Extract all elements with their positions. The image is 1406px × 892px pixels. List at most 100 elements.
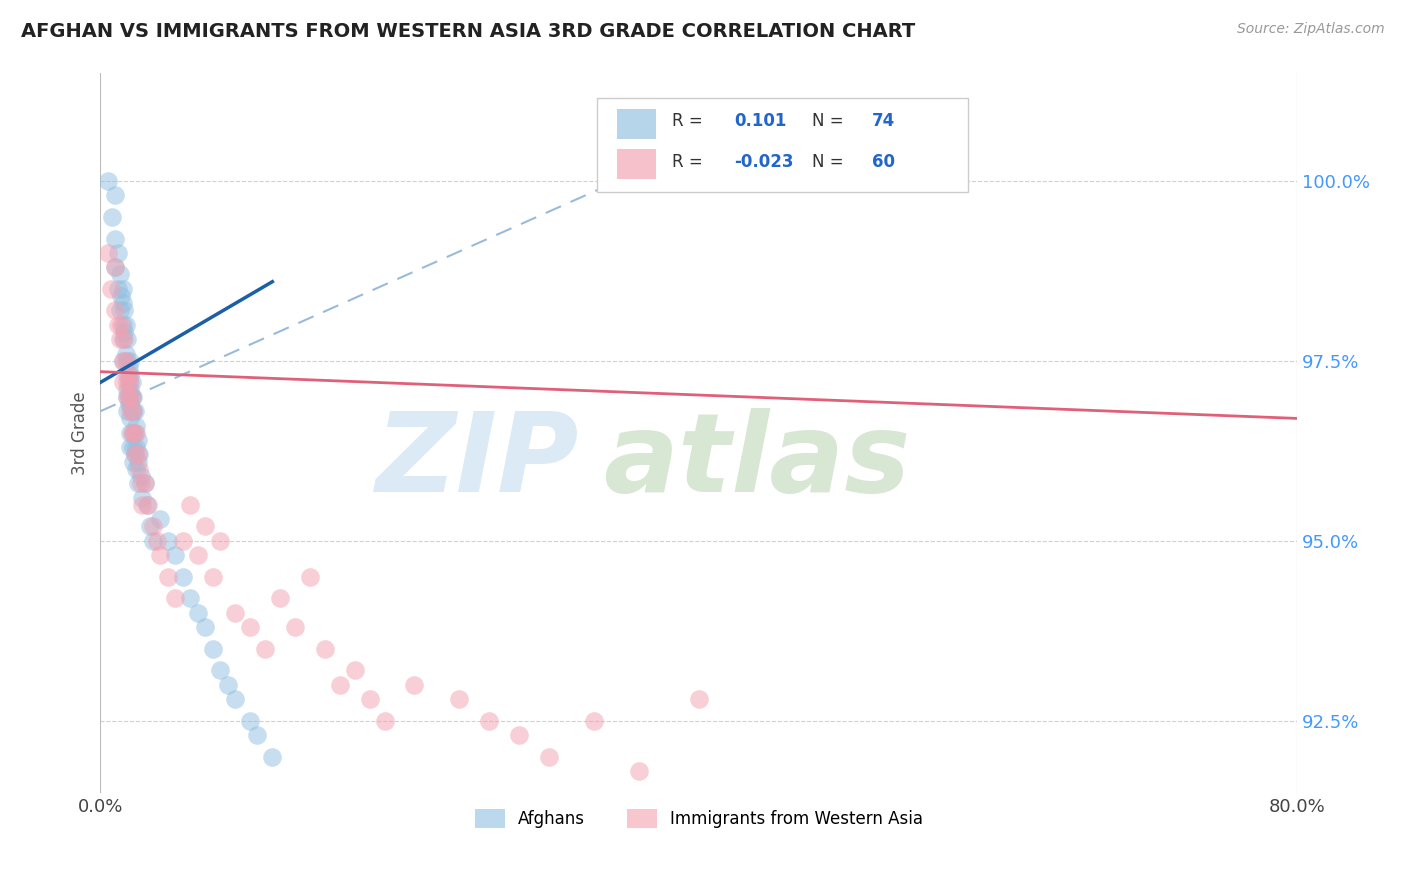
- FancyBboxPatch shape: [617, 109, 655, 139]
- Text: 74: 74: [872, 112, 896, 129]
- Point: [146, 533, 169, 548]
- Point: [118, 390, 141, 404]
- Point: [117, 376, 139, 390]
- Point: [124, 447, 146, 461]
- Point: [253, 641, 276, 656]
- Point: [104, 231, 127, 245]
- Point: [131, 498, 153, 512]
- Point: [127, 454, 149, 468]
- Text: 0.101: 0.101: [734, 112, 787, 129]
- Point: [120, 404, 142, 418]
- Point: [107, 318, 129, 332]
- FancyBboxPatch shape: [617, 149, 655, 179]
- Point: [104, 260, 127, 275]
- Point: [104, 303, 127, 318]
- Point: [111, 318, 134, 332]
- Text: 60: 60: [872, 153, 896, 171]
- Point: [118, 376, 141, 390]
- Point: [135, 498, 157, 512]
- Point: [359, 692, 381, 706]
- Point: [194, 519, 217, 533]
- Point: [117, 368, 139, 383]
- Text: R =: R =: [672, 153, 703, 171]
- Point: [100, 282, 122, 296]
- Point: [125, 418, 148, 433]
- Point: [104, 260, 127, 275]
- Point: [125, 425, 148, 440]
- Point: [120, 368, 142, 383]
- Point: [127, 447, 149, 461]
- Text: R =: R =: [672, 112, 703, 129]
- Text: ZIP: ZIP: [375, 409, 579, 515]
- Point: [156, 570, 179, 584]
- Point: [110, 289, 132, 303]
- Point: [120, 354, 142, 368]
- Point: [121, 425, 143, 440]
- Point: [114, 354, 136, 368]
- Point: [187, 606, 209, 620]
- Point: [284, 620, 307, 634]
- Point: [131, 491, 153, 505]
- Point: [201, 570, 224, 584]
- Point: [101, 210, 124, 224]
- Point: [120, 376, 142, 390]
- Point: [122, 454, 145, 468]
- Point: [120, 440, 142, 454]
- Point: [97, 174, 120, 188]
- Point: [136, 498, 159, 512]
- Point: [111, 296, 134, 310]
- Point: [134, 476, 156, 491]
- Point: [118, 368, 141, 383]
- Point: [538, 749, 561, 764]
- Point: [117, 332, 139, 346]
- Point: [122, 404, 145, 418]
- Point: [129, 469, 152, 483]
- Point: [142, 533, 165, 548]
- Point: [118, 361, 141, 376]
- Point: [298, 570, 321, 584]
- Point: [217, 678, 239, 692]
- Point: [107, 282, 129, 296]
- Point: [128, 447, 150, 461]
- Point: [374, 714, 396, 728]
- Point: [269, 591, 291, 606]
- Point: [329, 678, 352, 692]
- Point: [165, 591, 187, 606]
- Point: [120, 383, 142, 397]
- Point: [156, 533, 179, 548]
- Point: [138, 519, 160, 533]
- Point: [478, 714, 501, 728]
- Point: [127, 433, 149, 447]
- Text: -0.023: -0.023: [734, 153, 794, 171]
- Point: [117, 390, 139, 404]
- Point: [111, 332, 134, 346]
- Point: [121, 390, 143, 404]
- Point: [127, 476, 149, 491]
- Text: N =: N =: [813, 153, 844, 171]
- Point: [124, 404, 146, 418]
- Point: [122, 404, 145, 418]
- Point: [122, 440, 145, 454]
- Point: [112, 303, 135, 318]
- Text: N =: N =: [813, 112, 844, 129]
- Point: [208, 533, 231, 548]
- Point: [108, 332, 131, 346]
- Point: [194, 620, 217, 634]
- Point: [172, 533, 194, 548]
- Point: [246, 728, 269, 742]
- Point: [121, 390, 143, 404]
- Point: [778, 174, 800, 188]
- Point: [114, 318, 136, 332]
- Point: [111, 354, 134, 368]
- Point: [208, 663, 231, 677]
- Point: [179, 591, 201, 606]
- Point: [117, 354, 139, 368]
- Point: [121, 376, 143, 390]
- Point: [120, 411, 142, 425]
- Point: [97, 246, 120, 260]
- Point: [108, 268, 131, 282]
- Point: [104, 188, 127, 202]
- Point: [688, 692, 710, 706]
- Point: [112, 332, 135, 346]
- Point: [125, 462, 148, 476]
